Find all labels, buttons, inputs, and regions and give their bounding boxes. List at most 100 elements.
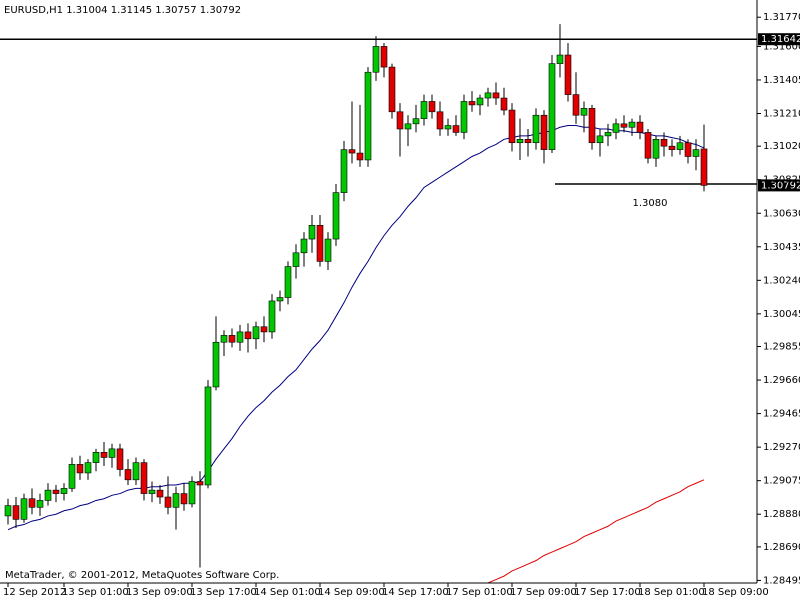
last-price-label: 1.30792 (761, 180, 800, 191)
candle-body (612, 123, 620, 133)
candle-body (324, 238, 332, 262)
candle-body (668, 145, 676, 150)
candle-body (356, 152, 364, 161)
x-tick-label: 13 Sep 09:00 (126, 587, 193, 598)
candle-body (476, 97, 484, 106)
y-tick-label: 1.31770 (763, 12, 800, 23)
y-tick-label: 1.31405 (763, 75, 800, 86)
candle-body (156, 489, 164, 498)
candle-body (140, 462, 148, 494)
x-tick-label: 17 Sep 09:00 (510, 587, 577, 598)
candle-body (204, 386, 212, 486)
candle-body (604, 132, 612, 137)
candle-body (188, 481, 196, 505)
y-tick-label: 1.31210 (763, 109, 800, 120)
candle-body (76, 464, 84, 474)
candle-body (292, 252, 300, 267)
candle-body (348, 149, 356, 154)
candle-body (300, 238, 308, 254)
moving-average (7, 125, 705, 531)
candle-body (428, 101, 436, 113)
y-tick-label: 1.29855 (763, 342, 800, 353)
overlay: 1.31642 1.30792 (758, 33, 800, 192)
y-tick-label: 1.28690 (763, 542, 800, 553)
x-tick-label: 17 Sep 17:00 (574, 587, 641, 598)
candle-body (684, 142, 692, 157)
candle-body (332, 192, 340, 240)
candle-body (172, 493, 180, 508)
candle-body (116, 448, 124, 470)
x-tick-label: 14 Sep 01:00 (254, 587, 321, 598)
candle-body (268, 300, 276, 333)
y-tick-label: 1.29270 (763, 442, 800, 453)
candle-body (380, 46, 388, 68)
candle-body (308, 224, 316, 240)
candle-body (12, 505, 20, 520)
candle-body (244, 331, 252, 340)
candle-body (84, 462, 92, 474)
y-tick-label: 1.30630 (763, 208, 800, 219)
candle-body (404, 123, 412, 130)
candle-body (572, 94, 580, 116)
candle-body (340, 149, 348, 193)
candle-body (44, 489, 52, 501)
x-tick-label: 13 Sep 01:00 (62, 587, 129, 598)
candle-body (196, 481, 204, 486)
candle-body (396, 111, 404, 130)
x-tick-label: 14 Sep 17:00 (382, 587, 449, 598)
candle-body (228, 335, 236, 343)
candle-body (364, 71, 372, 161)
x-tick-label: 18 Sep 09:00 (702, 587, 769, 598)
y-tick-label: 1.28880 (763, 509, 800, 520)
candle-body (276, 297, 284, 302)
candle-body (660, 139, 668, 147)
candle-body (564, 54, 572, 95)
y-tick-label: 1.29075 (763, 476, 800, 487)
candle-body (284, 266, 292, 298)
candle-body (388, 66, 396, 113)
chart-title: EURUSD,H1 1.31004 1.31145 1.30757 1.3079… (4, 5, 241, 16)
y-tick-label: 1.28495 (763, 575, 800, 586)
y-tick-label: 1.29465 (763, 409, 800, 420)
candle-body (676, 142, 684, 150)
candle-body (556, 54, 564, 64)
candle-body (532, 114, 540, 144)
candle-body (148, 489, 156, 494)
y-tick-label: 1.30045 (763, 309, 800, 320)
copyright: MetaTrader, © 2001-2012, MetaQuotes Soft… (5, 570, 279, 581)
candle-body (636, 121, 644, 133)
candle-body (620, 123, 628, 128)
candle-body (220, 335, 228, 343)
candle-body (28, 498, 36, 508)
x-tick-label: 14 Sep 09:00 (318, 587, 385, 598)
x-tick-label: 17 Sep 01:00 (446, 587, 513, 598)
y-tick-label: 1.31020 (763, 141, 800, 152)
candle-body (316, 224, 324, 262)
y-tick-label: 1.31600 (763, 41, 800, 52)
candle-body (236, 331, 244, 343)
candle-body (260, 326, 268, 333)
candle-body (540, 114, 548, 150)
candle-body (692, 149, 700, 157)
x-tick-label: 18 Sep 01:00 (638, 587, 705, 598)
y-tick-label: 1.30435 (763, 242, 800, 253)
candle-body (444, 125, 452, 130)
level-price-label-box (758, 33, 800, 46)
candle-body (484, 92, 492, 99)
candle-body (252, 326, 260, 340)
candle-body (100, 451, 108, 458)
candle-body (508, 109, 516, 144)
candle-body (652, 139, 660, 159)
candle-body (452, 125, 460, 133)
candle-body (460, 101, 468, 133)
candle-body (420, 101, 428, 119)
y-tick-label: 1.29660 (763, 375, 800, 386)
candle-body (92, 451, 100, 463)
candle-body (588, 108, 596, 144)
candle-body (436, 111, 444, 130)
y-tick-label: 1.30240 (763, 275, 800, 286)
candle-body (36, 500, 44, 508)
candle-body (4, 505, 12, 517)
candle-body (68, 464, 76, 489)
candle-body (372, 46, 380, 73)
